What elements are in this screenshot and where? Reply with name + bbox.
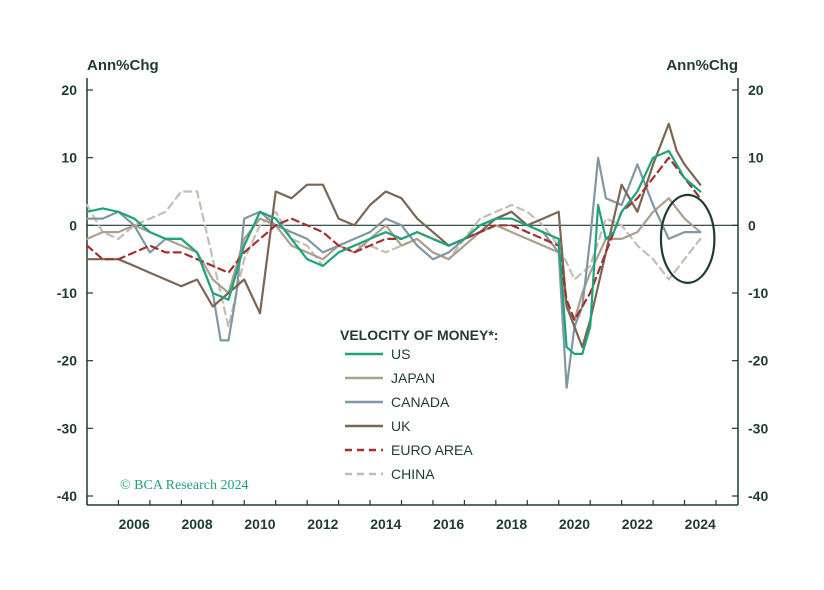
x-tick-label: 2010 [244, 516, 275, 532]
legend-title: VELOCITY OF MONEY*: [340, 327, 498, 343]
left-tick-label: -40 [57, 488, 77, 504]
right-tick-label: 10 [748, 150, 764, 166]
x-tick-label: 2014 [370, 516, 401, 532]
legend-label-japan: JAPAN [391, 370, 435, 386]
right-tick-label: -40 [748, 488, 768, 504]
x-tick-label: 2006 [119, 516, 150, 532]
left-tick-label: 10 [61, 150, 77, 166]
left-tick-label: -30 [57, 420, 77, 436]
left-tick-label: -20 [57, 353, 77, 369]
legend-label-china: CHINA [391, 466, 435, 482]
highlight-ellipse [659, 193, 716, 284]
left-axis-unit: Ann%Chg [87, 57, 159, 74]
series-line-us [85, 149, 702, 355]
plot-frame [86, 78, 739, 506]
series-lines [85, 122, 702, 389]
right-axis-label: Ann%Chg [666, 57, 738, 74]
right-tick-label: 20 [748, 82, 764, 98]
x-tick-label: 2024 [685, 516, 716, 532]
legend: VELOCITY OF MONEY*: US JAPAN CANADA UK EURO … [340, 327, 498, 482]
x-tick-label: 2020 [559, 516, 590, 532]
x-ticks: 2006 2008 2010 2012 2014 2016 2018 2020 2022 2024 [86, 500, 717, 532]
left-y-ticks: 20 10 0 -10 -20 -30 -40 [57, 82, 93, 504]
copyright: © BCA Research 2024 [120, 478, 248, 493]
legend-label-uk: UK [391, 418, 411, 434]
right-y-ticks: 20 10 0 -10 -20 -30 -40 [732, 82, 768, 504]
right-tick-label: -10 [748, 285, 768, 301]
legend-label-canada: CANADA [391, 394, 450, 410]
x-tick-label: 2012 [307, 516, 338, 532]
right-tick-label: -20 [748, 353, 768, 369]
left-tick-label: 20 [61, 82, 77, 98]
left-axis-label: Ann%Chg [87, 57, 159, 74]
right-tick-label: 0 [748, 217, 756, 233]
legend-label-euro-area: EURO AREA [391, 442, 473, 458]
left-tick-label: -10 [57, 285, 77, 301]
legend-label-us: US [391, 346, 410, 362]
right-tick-label: -30 [748, 420, 768, 436]
x-tick-label: 2008 [181, 516, 212, 532]
series-line-uk [85, 122, 702, 349]
x-tick-label: 2022 [622, 516, 653, 532]
series-line-china [85, 190, 702, 328]
x-tick-label: 2016 [433, 516, 464, 532]
highlight-circle [659, 193, 716, 284]
x-tick-label: 2018 [496, 516, 527, 532]
series-line-japan [85, 197, 702, 322]
left-tick-label: 0 [69, 217, 77, 233]
